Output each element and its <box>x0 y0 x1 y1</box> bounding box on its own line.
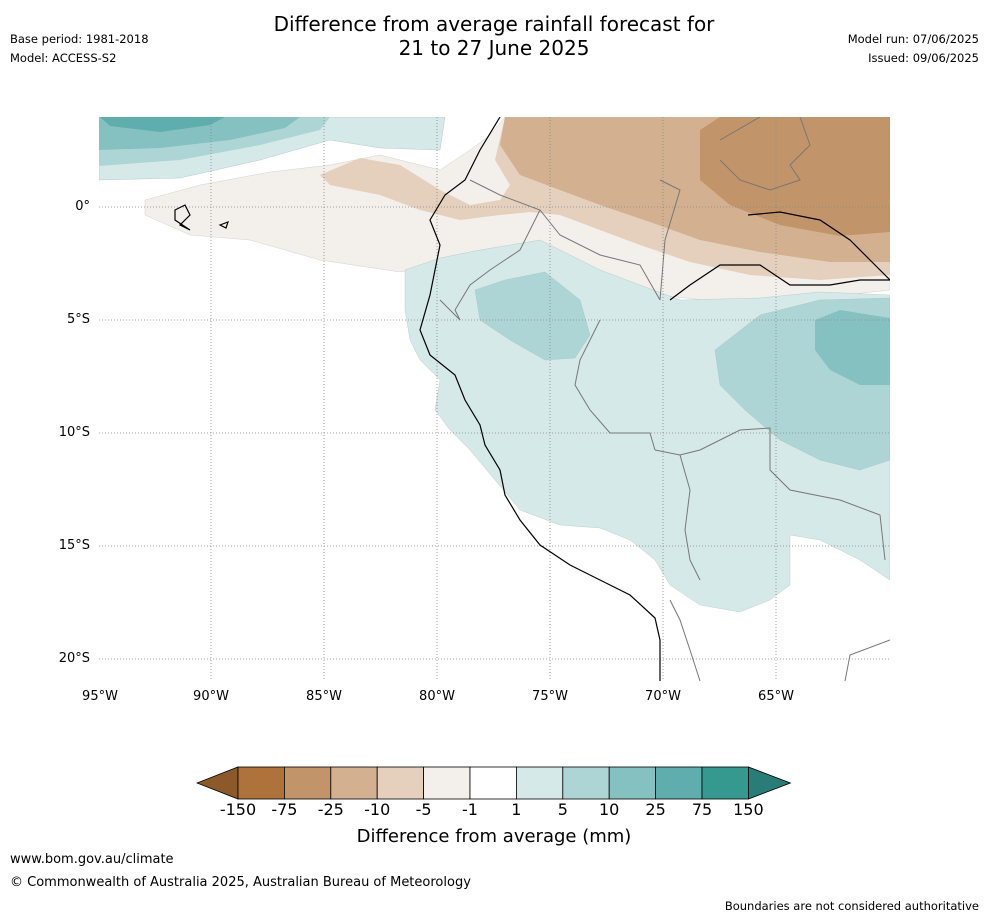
colorbar-tick-label: 25 <box>645 800 666 819</box>
colorbar-tick-label: 1 <box>511 800 522 819</box>
lon-label-95w: 95°W <box>82 689 118 704</box>
colorbar-tick-label: -5 <box>415 800 432 819</box>
model-run: Model run: 07/06/2025 <box>847 32 979 46</box>
coastline <box>174 117 890 681</box>
lat-label-0: 0° <box>75 199 90 214</box>
chart-title: Difference from average rainfall forecas… <box>0 12 988 60</box>
lon-label-80w: 80°W <box>419 689 455 704</box>
lat-label-10s: 10°S <box>58 425 90 440</box>
lon-label-75w: 75°W <box>532 689 568 704</box>
lon-label-65w: 65°W <box>758 689 794 704</box>
colorbar-swatch <box>376 766 424 800</box>
colorbar-tick-label: -150 <box>219 800 257 819</box>
model-name: Model: ACCESS-S2 <box>10 51 117 65</box>
lat-label-15s: 15°S <box>58 538 90 553</box>
left-meta: Base period: 1981-2018 Model: ACCESS-S2 <box>10 30 149 68</box>
colorbar-swatch <box>330 766 378 800</box>
footer-disclaimer: Boundaries are not considered authoritat… <box>724 899 979 913</box>
colorbar-swatch <box>655 766 703 800</box>
country-borders <box>439 117 890 681</box>
colorbar-extend-high <box>748 766 792 800</box>
colorbar-tick-label: -75 <box>271 800 298 819</box>
footer-copyright: © Commonwealth of Australia 2025, Austra… <box>10 875 471 890</box>
colorbar-tick-label: -10 <box>364 800 391 819</box>
colorbar-extend-low <box>196 766 239 800</box>
colorbar-tick-label: -25 <box>317 800 344 819</box>
colorbar-tick-label: -1 <box>462 800 478 819</box>
colorbar-tick-label: 75 <box>691 800 713 819</box>
colorbar-swatch <box>701 766 749 800</box>
colorbar-swatch <box>237 766 285 800</box>
colorbar-swatch <box>469 766 517 800</box>
colorbar-tick-label: 150 <box>733 800 764 819</box>
colorbar-swatch <box>515 766 564 800</box>
colorbar <box>196 766 792 800</box>
lon-label-70w: 70°W <box>645 689 681 704</box>
footer-url: www.bom.gov.au/climate <box>10 852 174 867</box>
colorbar-tick-label: 5 <box>557 800 568 819</box>
colorbar-label: Difference from average (mm) <box>356 826 632 847</box>
title-line-2: 21 to 27 June 2025 <box>398 36 590 60</box>
gridlines <box>99 117 890 681</box>
colorbar-swatches <box>196 766 792 800</box>
lat-label-5s: 5°S <box>66 312 90 327</box>
lat-label-20s: 20°S <box>58 651 90 666</box>
colorbar-swatch <box>423 766 471 800</box>
colorbar-swatch <box>562 766 610 800</box>
lon-label-85w: 85°W <box>306 689 342 704</box>
lon-label-90w: 90°W <box>193 689 229 704</box>
colorbar-swatch <box>608 766 657 800</box>
colorbar-swatch <box>284 766 332 800</box>
right-meta: Model run: 07/06/2025 Issued: 09/06/2025 <box>848 30 979 68</box>
rainfall-anomaly-shading <box>99 117 890 681</box>
issued-date: Issued: 09/06/2025 <box>868 51 979 65</box>
title-line-1: Difference from average rainfall forecas… <box>273 12 715 36</box>
colorbar-tick-label: 10 <box>599 800 620 819</box>
base-period: Base period: 1981-2018 <box>10 32 149 46</box>
